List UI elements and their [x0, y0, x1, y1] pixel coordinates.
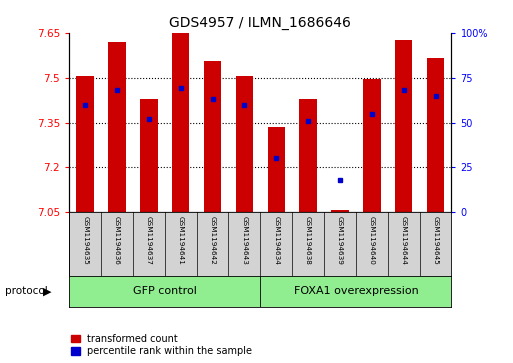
Title: GDS4957 / ILMN_1686646: GDS4957 / ILMN_1686646 [169, 16, 351, 30]
Text: GFP control: GFP control [133, 286, 197, 296]
Bar [204, 61, 221, 212]
Bar [76, 76, 94, 212]
Text: GSM1194642: GSM1194642 [210, 216, 215, 264]
Bar [395, 40, 412, 212]
Bar [363, 79, 381, 212]
Bar [140, 99, 157, 212]
Text: GSM1194635: GSM1194635 [82, 216, 88, 264]
Text: GSM1194645: GSM1194645 [432, 216, 439, 264]
Text: GSM1194634: GSM1194634 [273, 216, 279, 264]
Text: GSM1194641: GSM1194641 [177, 216, 184, 264]
Bar [172, 31, 189, 212]
Bar [235, 76, 253, 212]
Bar [108, 42, 126, 212]
Text: GSM1194636: GSM1194636 [114, 216, 120, 264]
Legend: transformed count, percentile rank within the sample: transformed count, percentile rank withi… [69, 332, 254, 358]
Text: protocol: protocol [5, 286, 48, 296]
Text: GSM1194639: GSM1194639 [337, 216, 343, 264]
Text: GSM1194644: GSM1194644 [401, 216, 407, 264]
Text: FOXA1 overexpression: FOXA1 overexpression [293, 286, 418, 296]
Text: GSM1194638: GSM1194638 [305, 216, 311, 264]
Text: ▶: ▶ [43, 286, 51, 296]
Bar [300, 99, 317, 212]
Bar [267, 127, 285, 212]
Bar [427, 58, 444, 212]
Text: GSM1194640: GSM1194640 [369, 216, 375, 264]
Bar [331, 210, 349, 212]
Text: GSM1194643: GSM1194643 [242, 216, 247, 264]
Text: GSM1194637: GSM1194637 [146, 216, 152, 264]
